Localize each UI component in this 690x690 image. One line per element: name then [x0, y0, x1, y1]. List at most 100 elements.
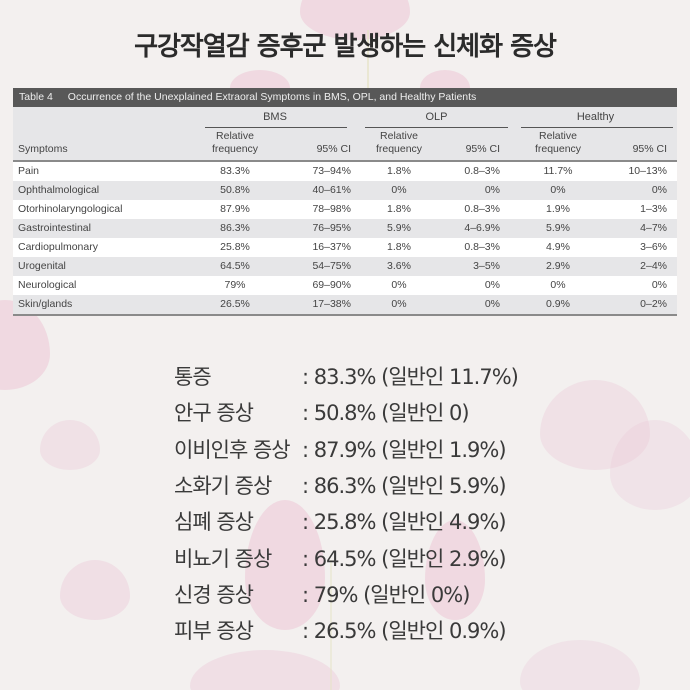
- cell-olp-freq: 0%: [391, 184, 407, 196]
- cell-healthy-freq: 2.9%: [546, 260, 570, 272]
- summary-value: : 79% (일반인 0%): [302, 582, 470, 607]
- group-divider: [205, 127, 347, 128]
- cell-symptom: Pain: [18, 165, 40, 177]
- col-label: Relative: [380, 130, 418, 142]
- cell-symptom: Gastrointestinal: [18, 222, 91, 234]
- cell-symptom: Urogenital: [18, 260, 66, 272]
- cell-bms-freq: 86.3%: [220, 222, 250, 234]
- summary-label: 심폐 증상: [174, 510, 254, 535]
- summary-item: 통증 : 83.3% (일반인 11.7%): [174, 358, 519, 394]
- col-bms-ci: 95% CI: [316, 143, 351, 155]
- cell-bms-ci: 76–95%: [312, 222, 351, 234]
- table-row: Pain 83.3% 73–94% 1.8% 0.8–3% 11.7% 10–1…: [13, 162, 677, 181]
- cell-healthy-ci: 10–13%: [628, 165, 667, 177]
- cell-olp-ci: 0.8–3%: [464, 203, 500, 215]
- summary-label: 피부 증상: [174, 619, 254, 644]
- summary-item: 안구 증상 : 50.8% (일반인 0): [174, 394, 518, 430]
- table-bottom-rule: [13, 314, 677, 316]
- col-label: Relative: [216, 130, 254, 142]
- cell-bms-ci: 78–98%: [312, 203, 351, 215]
- cell-bms-ci: 54–75%: [312, 260, 351, 272]
- cell-healthy-freq: 0.9%: [546, 298, 570, 310]
- summary-item: 소화기 증상 : 86.3% (일반인 5.9%): [174, 467, 518, 503]
- table-row: Cardiopulmonary 25.8% 16–37% 1.8% 0.8–3%…: [13, 238, 677, 257]
- cell-bms-freq: 83.3%: [220, 165, 250, 177]
- table-row: Urogenital 64.5% 54–75% 3.6% 3–5% 2.9% 2…: [13, 257, 677, 276]
- cell-symptom: Skin/glands: [18, 298, 73, 310]
- cell-olp-freq: 1.8%: [387, 241, 411, 253]
- cell-healthy-freq: 0%: [550, 184, 566, 196]
- table-caption: Table 4 Occurrence of the Unexplained Ex…: [13, 88, 677, 107]
- cell-healthy-ci: 0–2%: [640, 298, 667, 310]
- summary-item: 신경 증상 : 79% (일반인 0%): [174, 576, 518, 612]
- summary-value: : 83.3% (일반인 11.7%): [302, 365, 519, 390]
- cell-symptom: Ophthalmological: [18, 184, 100, 196]
- cell-symptom: Neurological: [18, 279, 77, 291]
- cell-symptom: Cardiopulmonary: [18, 241, 98, 253]
- cell-bms-freq: 26.5%: [220, 298, 250, 310]
- cell-bms-ci: 73–94%: [312, 165, 351, 177]
- col-symptoms: Symptoms: [18, 143, 68, 155]
- cell-healthy-freq: 5.9%: [546, 222, 570, 234]
- cell-olp-freq: 3.6%: [387, 260, 411, 272]
- summary-list: 통증 : 83.3% (일반인 11.7%) 안구 증상 : 50.8% (일반…: [174, 358, 519, 648]
- cell-bms-freq: 79%: [224, 279, 246, 291]
- cell-bms-freq: 64.5%: [220, 260, 250, 272]
- cell-olp-freq: 0%: [391, 298, 407, 310]
- group-divider: [521, 127, 673, 128]
- col-label: frequency: [534, 143, 582, 155]
- table-row: Otorhinolaryngological 87.9% 78–98% 1.8%…: [13, 200, 677, 219]
- table-header: BMS OLP Healthy Symptoms Relative freque…: [13, 107, 677, 162]
- table-row: Skin/glands 26.5% 17–38% 0% 0% 0.9% 0–2%: [13, 295, 677, 314]
- cell-olp-ci: 0%: [484, 184, 500, 196]
- summary-label: 비뇨기 증상: [174, 546, 272, 571]
- cell-bms-ci: 17–38%: [312, 298, 351, 310]
- cell-healthy-ci: 0%: [651, 184, 667, 196]
- table-caption-text: Occurrence of the Unexplained Extraoral …: [67, 91, 477, 103]
- table-row: Neurological 79% 69–90% 0% 0% 0% 0%: [13, 276, 677, 295]
- cell-healthy-ci: 3–6%: [640, 241, 667, 253]
- col-bms-freq: Relative frequency: [191, 130, 279, 156]
- summary-item: 이비인후 증상 : 87.9% (일반인 1.9%): [174, 431, 518, 467]
- symptoms-table: Table 4 Occurrence of the Unexplained Ex…: [13, 88, 677, 316]
- summary-value: : 25.8% (일반인 4.9%): [302, 510, 507, 535]
- cell-healthy-freq: 1.9%: [546, 203, 570, 215]
- cell-bms-ci: 40–61%: [312, 184, 351, 196]
- cell-olp-ci: 0.8–3%: [464, 165, 500, 177]
- cell-healthy-ci: 2–4%: [640, 260, 667, 272]
- table-body: Pain 83.3% 73–94% 1.8% 0.8–3% 11.7% 10–1…: [13, 162, 677, 314]
- summary-value: : 87.9% (일반인 1.9%): [302, 437, 507, 462]
- summary-item: 비뇨기 증상 : 64.5% (일반인 2.9%): [174, 539, 518, 575]
- cell-healthy-ci: 1–3%: [640, 203, 667, 215]
- cell-healthy-ci: 4–7%: [640, 222, 667, 234]
- summary-label: 안구 증상: [174, 401, 254, 426]
- summary-item: 심폐 증상 : 25.8% (일반인 4.9%): [174, 503, 518, 539]
- col-healthy-ci: 95% CI: [632, 143, 667, 155]
- page-title: 구강작열감 증후군 발생하는 신체화 증상: [134, 32, 557, 62]
- group-olp: OLP: [425, 111, 448, 123]
- col-label: frequency: [375, 143, 423, 155]
- col-healthy-freq: Relative frequency: [514, 130, 602, 156]
- cell-olp-ci: 4–6.9%: [464, 222, 500, 234]
- cell-olp-freq: 0%: [391, 279, 407, 291]
- cell-bms-ci: 16–37%: [312, 241, 351, 253]
- cell-olp-ci: 0%: [484, 298, 500, 310]
- col-label: frequency: [211, 143, 259, 155]
- cell-olp-freq: 5.9%: [387, 222, 411, 234]
- group-bms: BMS: [263, 111, 287, 123]
- col-label: Relative: [539, 130, 577, 142]
- table-row: Gastrointestinal 86.3% 76–95% 5.9% 4–6.9…: [13, 219, 677, 238]
- cell-bms-freq: 25.8%: [220, 241, 250, 253]
- table-number: Table 4: [19, 91, 53, 103]
- summary-item: 피부 증상 : 26.5% (일반인 0.9%): [174, 612, 518, 648]
- group-healthy: Healthy: [576, 111, 615, 123]
- cell-olp-ci: 3–5%: [473, 260, 500, 272]
- cell-bms-ci: 69–90%: [312, 279, 351, 291]
- summary-value: : 86.3% (일반인 5.9%): [302, 474, 507, 499]
- cell-healthy-freq: 0%: [550, 279, 566, 291]
- cell-healthy-freq: 11.7%: [543, 165, 573, 177]
- summary-label: 이비인후 증상: [174, 437, 291, 462]
- summary-label: 신경 증상: [174, 582, 254, 607]
- summary-label: 통증: [174, 365, 212, 390]
